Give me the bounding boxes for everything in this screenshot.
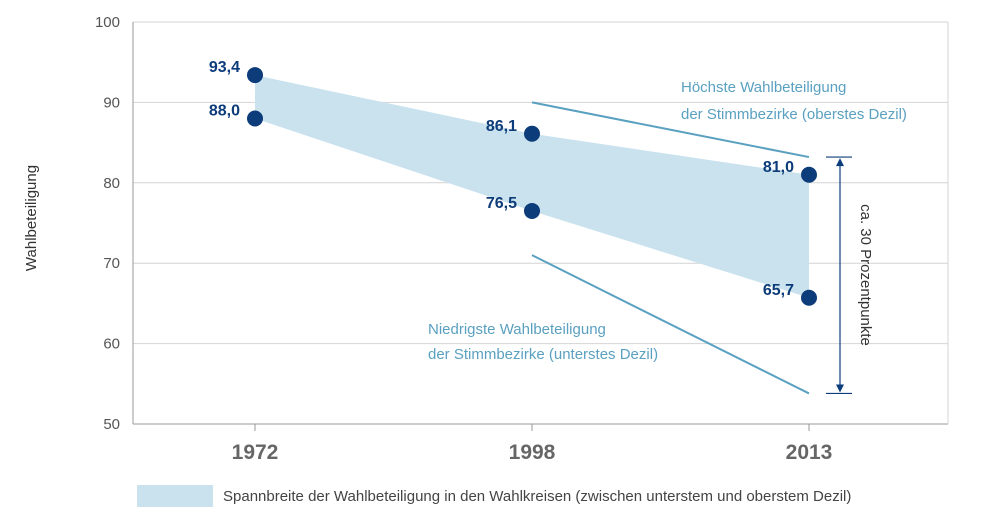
data-labels: 93,4 86,1 81,0 88,0 76,5 65,7 — [209, 59, 794, 299]
point-s1-2013 — [801, 289, 817, 306]
range-band — [255, 75, 809, 298]
y-tick-60: 60 — [103, 336, 120, 353]
y-tick-90: 90 — [103, 94, 120, 111]
annotation-highest-line1: Höchste Wahlbeteiligung — [681, 79, 846, 96]
annotation-lowest-line2: der Stimmbezirke (unterstes Dezil) — [428, 346, 658, 363]
span-arrow — [826, 156, 852, 395]
point-s0-1972 — [247, 67, 263, 84]
x-tick-2013: 2013 — [786, 441, 833, 464]
legend-entry: Spannbreite der Wahlbeteiligung in den W… — [223, 488, 851, 505]
annotation-highest-line2: der Stimmbezirke (oberstes Dezil) — [681, 106, 907, 123]
annotation-lowest-line1: Niedrigste Wahlbeteiligung — [428, 321, 606, 338]
span-label: ca. 30 Prozentpunkte — [857, 204, 874, 346]
y-tick-50: 50 — [103, 416, 120, 433]
y-tick-70: 70 — [103, 255, 120, 272]
data-label-s1-2013: 65,7 — [763, 282, 794, 299]
axes — [132, 22, 949, 431]
span-arrowhead-top — [836, 158, 844, 167]
y-tick-100: 100 — [95, 14, 120, 31]
span-arrowhead-bottom — [836, 384, 844, 393]
data-label-s0-2013: 81,0 — [763, 159, 794, 176]
x-tick-1998: 1998 — [509, 441, 556, 464]
highest-decile-line — [531, 101, 810, 159]
range-band-area — [255, 75, 809, 298]
y-tick-80: 80 — [103, 175, 120, 192]
point-s0-2013 — [801, 166, 817, 183]
data-label-s1-1972: 88,0 — [209, 102, 240, 119]
y-tick-labels: 50 60 70 80 90 100 — [95, 14, 120, 433]
point-s0-1998 — [524, 125, 540, 142]
y-axis-label: Wahlbeteiligung — [23, 165, 40, 271]
x-tick-labels: 1972 1998 2013 — [232, 441, 833, 464]
decile-lines — [531, 101, 810, 395]
lowest-decile-line — [531, 254, 810, 395]
legend-swatch — [137, 485, 213, 507]
data-label-s1-1998: 76,5 — [486, 195, 517, 212]
point-s1-1972 — [247, 110, 263, 127]
x-tick-1972: 1972 — [232, 441, 279, 464]
data-points — [247, 67, 817, 306]
data-label-s0-1972: 93,4 — [209, 59, 240, 76]
data-label-s0-1998: 86,1 — [486, 118, 517, 135]
point-s1-1998 — [524, 202, 540, 219]
